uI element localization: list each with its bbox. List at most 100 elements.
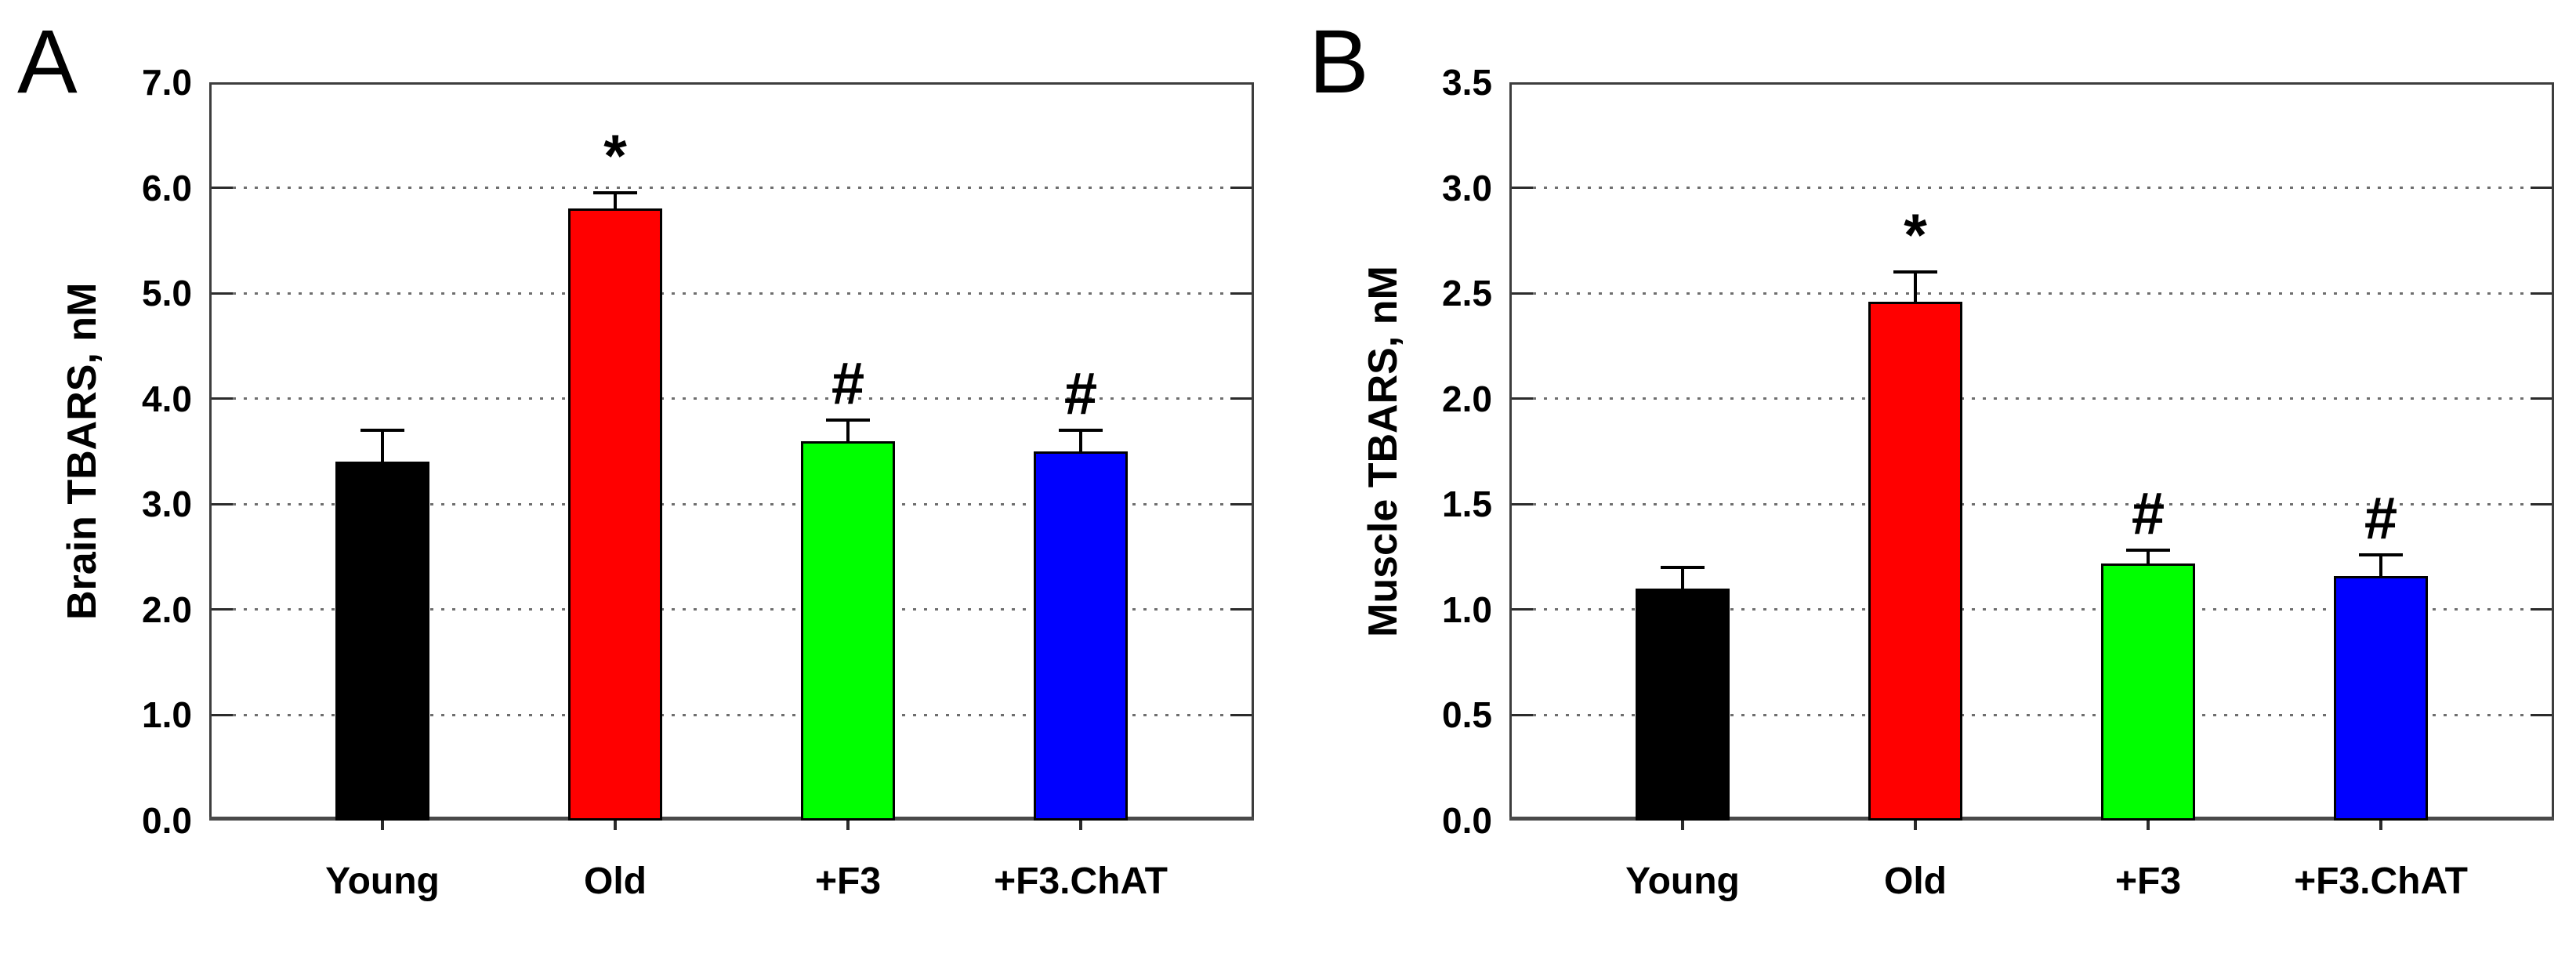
x-tick-f3 (846, 821, 850, 830)
bar-f3 (2101, 563, 2195, 821)
significance-marker-f3: # (831, 350, 865, 417)
gridline (233, 292, 1230, 295)
bar-young (1636, 588, 1730, 821)
significance-marker-f3-chat: # (2364, 484, 2398, 552)
gridline (233, 187, 1230, 190)
y-tick-label: 3.0 (1442, 167, 1492, 208)
gridline (233, 713, 1230, 716)
x-tick-young (1681, 821, 1684, 830)
significance-marker-old: * (603, 123, 627, 190)
x-category-label-young: Young (1625, 861, 1740, 902)
y-tick-inner-left (1512, 292, 1533, 295)
x-tick-f3-chat (1079, 821, 1082, 830)
error-bar-cap-f3-chat (2359, 553, 2403, 556)
bar-f3 (801, 440, 895, 821)
y-tick-inner-right (1230, 397, 1252, 400)
y-tick-label: 7.0 (142, 62, 192, 103)
error-bar-cap-young (360, 429, 404, 433)
x-tick-young (381, 821, 384, 830)
y-tick-inner-right (1230, 608, 1252, 611)
y-tick-label: 5.0 (142, 273, 192, 314)
y-tick-inner-right (2531, 292, 2552, 295)
y-tick-inner-left (1512, 187, 1533, 190)
panel-b-letter: B (1309, 12, 1369, 112)
x-tick-old (614, 821, 617, 830)
error-bar-cap-old (1893, 270, 1937, 274)
x-category-label-old: Old (584, 861, 647, 902)
error-bar-stem-f3 (846, 419, 850, 441)
y-tick-inner-left (212, 292, 233, 295)
x-category-label-f3: +F3 (814, 861, 882, 902)
y-tick-inner-right (2531, 397, 2552, 400)
x-tick-f3-chat (2379, 821, 2382, 830)
bar-f3-chat (1034, 451, 1128, 821)
y-tick-label: 3.5 (1442, 62, 1492, 103)
y-tick-label: 0.0 (1442, 800, 1492, 841)
y-tick-label: 2.0 (1442, 378, 1492, 419)
gridline (1533, 187, 2531, 190)
error-bar-cap-young (1661, 566, 1705, 570)
y-tick-label: 1.5 (1442, 484, 1492, 525)
x-axis-line (1509, 817, 2554, 821)
x-category-label-old: Old (1884, 861, 1947, 902)
error-bar-cap-f3-chat (1059, 429, 1103, 433)
y-tick-inner-left (1512, 713, 1533, 716)
significance-marker-f3-chat: # (1063, 361, 1098, 428)
y-tick-inner-right (1230, 292, 1252, 295)
bar-old (568, 208, 662, 821)
y-tick-inner-right (2531, 713, 2552, 716)
y-tick-inner-left (212, 502, 233, 505)
error-bar-cap-f3 (826, 418, 870, 422)
x-tick-old (1914, 821, 1917, 830)
y-tick-inner-left (212, 397, 233, 400)
error-bar-stem-young (381, 430, 384, 462)
y-tick-label: 3.0 (142, 484, 192, 525)
bar-f3-chat (2334, 575, 2428, 821)
y-tick-inner-left (1512, 608, 1533, 611)
y-tick-inner-left (1512, 397, 1533, 400)
x-category-label-f3-chat: +F3.ChAT (2294, 861, 2468, 902)
y-tick-inner-left (212, 713, 233, 716)
gridline (1533, 608, 2531, 611)
bar-young (335, 462, 429, 821)
y-tick-label: 6.0 (142, 167, 192, 208)
error-bar-stem-young (1681, 567, 1684, 589)
gridline (233, 397, 1230, 400)
y-tick-inner-right (2531, 187, 2552, 190)
x-axis-line (209, 817, 1254, 821)
y-tick-inner-left (212, 187, 233, 190)
gridline (1533, 397, 2531, 400)
gridline (233, 608, 1230, 611)
y-tick-inner-right (1230, 187, 1252, 190)
error-bar-stem-f3-chat (2379, 554, 2382, 576)
gridline (233, 502, 1230, 505)
y-tick-label: 0.5 (1442, 694, 1492, 736)
error-bar-cap-f3 (2126, 549, 2170, 553)
y-tick-label: 2.0 (142, 589, 192, 630)
y-tick-inner-right (1230, 502, 1252, 505)
y-tick-inner-right (1230, 713, 1252, 716)
error-bar-stem-old (1914, 272, 1917, 302)
panel-a-letter: A (17, 12, 78, 112)
y-tick-inner-left (1512, 502, 1533, 505)
y-tick-label: 1.0 (142, 694, 192, 736)
y-tick-label: 0.0 (142, 800, 192, 841)
significance-marker-f3: # (2131, 480, 2165, 548)
gridline (1533, 292, 2531, 295)
bar-old (1868, 301, 1962, 821)
gridline (1533, 713, 2531, 716)
x-tick-f3 (2147, 821, 2150, 830)
error-bar-stem-f3-chat (1079, 430, 1082, 451)
y-tick-inner-right (2531, 608, 2552, 611)
error-bar-stem-f3 (2147, 550, 2150, 563)
significance-marker-old: * (1904, 202, 1927, 270)
x-category-label-f3: +F3 (2114, 861, 2182, 902)
y-tick-inner-left (212, 608, 233, 611)
x-category-label-f3-chat: +F3.ChAT (994, 861, 1168, 902)
x-category-label-young: Young (325, 861, 440, 902)
error-bar-stem-old (614, 193, 617, 209)
y-tick-label: 1.0 (1442, 589, 1492, 630)
error-bar-cap-old (593, 191, 637, 195)
y-tick-inner-right (2531, 502, 2552, 505)
